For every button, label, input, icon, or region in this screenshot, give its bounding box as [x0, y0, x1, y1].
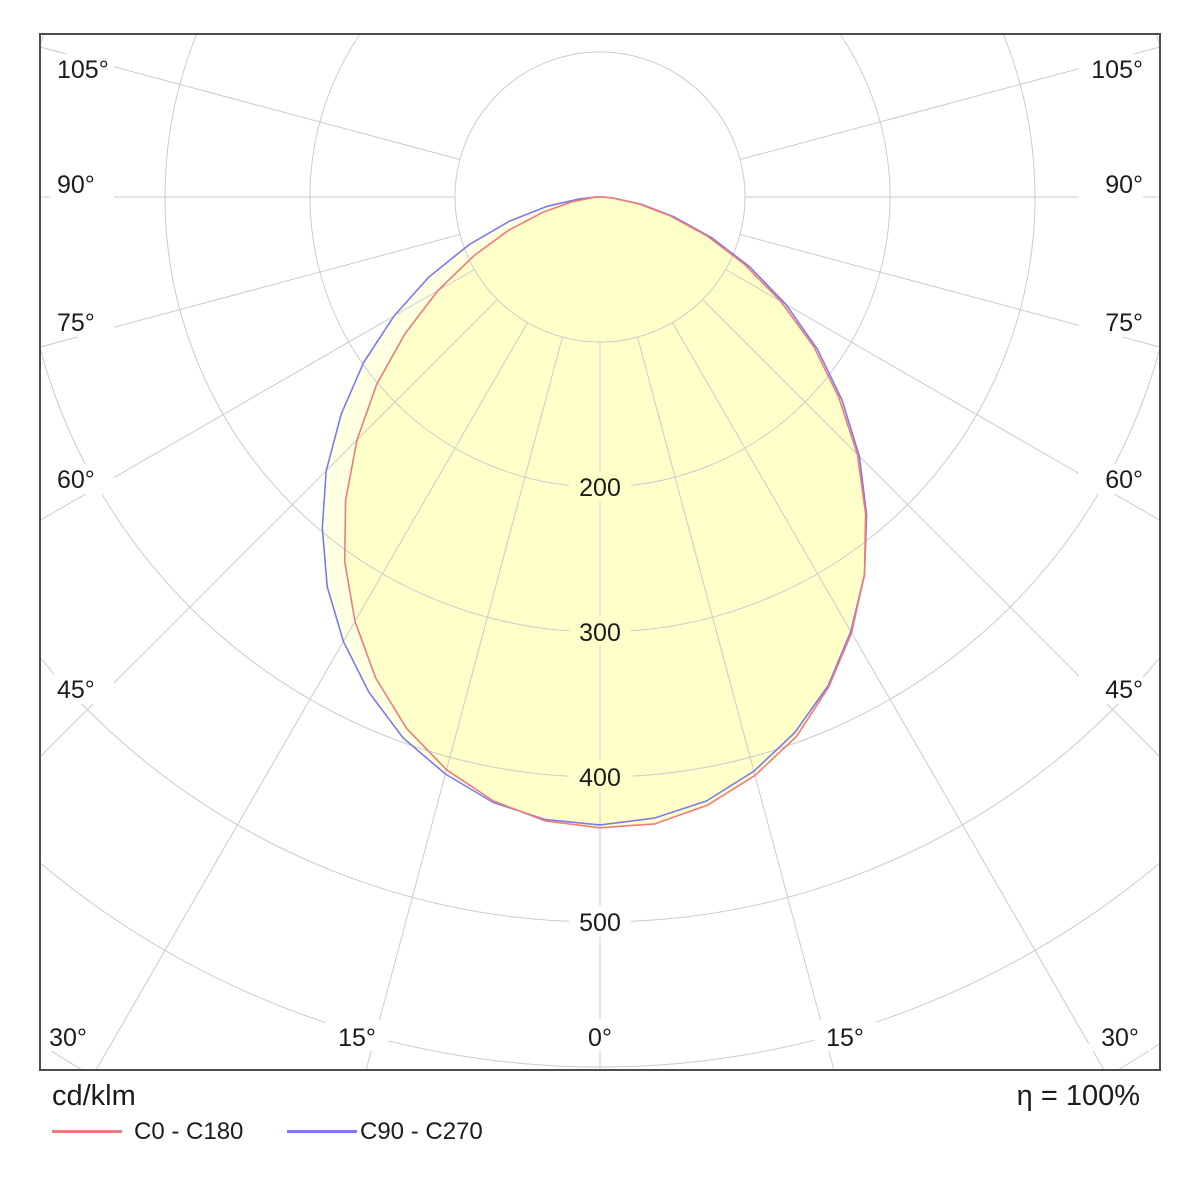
angle-label-mask — [814, 1020, 876, 1051]
angle-label-right: 45° — [1105, 676, 1143, 704]
angle-label-mask — [50, 674, 114, 704]
efficiency-label: η = 100% — [1016, 1080, 1140, 1112]
angle-label-mask — [40, 1020, 99, 1051]
legend-line-c90-c270-icon — [287, 1130, 357, 1133]
angle-label-mask — [1079, 307, 1143, 337]
angle-label-left: 45° — [57, 676, 95, 704]
plot-area: 200 300 400 500 105° 90° 75° 60° 45° 105° 90° 75° 60… — [40, 34, 1160, 1070]
grid-ray — [637, 336, 835, 1070]
unit-label: cd/klm — [52, 1080, 136, 1112]
radial-tick-mask — [569, 616, 631, 647]
angle-label-mask — [1079, 54, 1143, 84]
angle-label-mask — [50, 169, 114, 199]
grid-ray — [702, 299, 1160, 758]
grid-ray — [739, 46, 1160, 160]
radial-tick-mask — [569, 761, 631, 792]
grid-ray — [40, 269, 475, 521]
grid-ray — [40, 46, 461, 160]
angle-label-right: 60° — [1105, 466, 1143, 494]
legend-label-c0-c180: C0 - C180 — [134, 1118, 244, 1145]
angle-label-mask — [50, 464, 114, 494]
angle-label-mask — [1079, 674, 1143, 704]
curve-C0-C180 — [343, 196, 867, 829]
angle-label-bottom: 15° — [338, 1024, 376, 1052]
angle-label-mask — [50, 307, 114, 337]
angle-label-bottom: 15° — [826, 1024, 864, 1052]
angle-label-mask — [326, 1020, 388, 1051]
angle-label-mask — [569, 1020, 631, 1051]
diagram-border — [39, 33, 1161, 1071]
angle-label-bottom: 0° — [588, 1024, 612, 1052]
angle-label-mask — [1089, 1020, 1151, 1051]
grid-ray — [365, 336, 563, 1070]
polar-chart-canvas: 200 300 400 500 105° 90° 75° 60° 45° 105° 90° 75° 60… — [39, 33, 1161, 1071]
grid-ray — [739, 234, 1160, 348]
radial-tick-mask — [569, 906, 631, 937]
curve-C90-C270 — [321, 196, 868, 826]
angle-label-right: 75° — [1105, 309, 1143, 337]
grid-ray — [725, 269, 1160, 521]
grid-ray — [40, 299, 498, 758]
radial-tick-label: 300 — [579, 619, 621, 647]
angle-label-mask — [1079, 169, 1143, 199]
grid-ray — [40, 234, 461, 348]
radial-tick-label: 200 — [579, 474, 621, 502]
grid-ray — [95, 322, 528, 1070]
legend: C0 - C180 C90 - C270 — [0, 1114, 1200, 1154]
radial-tick-mask — [569, 471, 631, 502]
curve-fill-C0-C180 — [344, 197, 866, 828]
legend-line-c0-c180-icon — [52, 1130, 122, 1133]
angle-label-left: 105° — [57, 56, 109, 84]
radial-tick-label: 400 — [579, 764, 621, 792]
radial-tick-label: 500 — [579, 909, 621, 937]
angle-label-bottom: 30° — [1101, 1024, 1139, 1052]
angle-label-bottom: 30° — [49, 1024, 87, 1052]
angle-label-mask — [50, 54, 114, 84]
angle-label-mask — [1079, 464, 1143, 494]
angle-label-right: 105° — [1091, 56, 1143, 84]
angle-label-left: 60° — [57, 466, 95, 494]
angle-label-left: 75° — [57, 309, 95, 337]
legend-label-c90-c270: C90 - C270 — [360, 1118, 483, 1145]
grid-ray — [672, 322, 1105, 1070]
angle-label-left: 90° — [57, 171, 95, 199]
angle-label-right: 90° — [1105, 171, 1143, 199]
